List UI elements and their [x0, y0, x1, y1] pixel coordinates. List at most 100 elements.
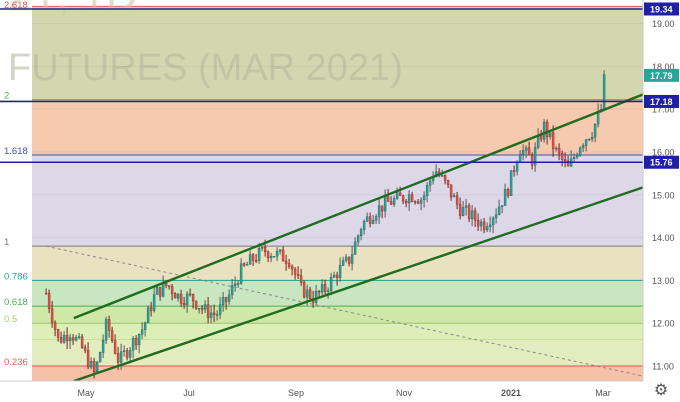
candle-body	[602, 74, 606, 110]
candle-body	[512, 170, 516, 172]
candle-body	[377, 205, 381, 217]
candle-body	[116, 353, 120, 363]
y-tick-label: 13.00	[652, 276, 675, 286]
candle-body	[119, 351, 123, 363]
candle-body	[548, 132, 552, 137]
candle-body	[443, 175, 447, 181]
candle-body	[254, 260, 258, 262]
candle-body	[98, 352, 102, 363]
candle-body	[551, 132, 555, 149]
candle-body	[239, 263, 243, 284]
candle-body	[545, 121, 549, 137]
candle-body	[413, 201, 417, 203]
y-tick-label: 19.00	[652, 19, 675, 29]
candle-body	[392, 198, 396, 205]
candle-body	[152, 294, 156, 311]
candle-body	[482, 221, 486, 231]
candle-body	[536, 135, 540, 148]
candle-body	[206, 304, 210, 318]
x-tick-label: Sep	[288, 388, 304, 398]
candle-body	[578, 147, 582, 156]
candle-body	[530, 154, 534, 166]
candle-body	[272, 256, 276, 258]
dashed-trendline	[45, 245, 666, 382]
candle-body	[299, 275, 303, 283]
fib-band-0-5	[32, 306, 643, 324]
candle-body	[476, 220, 480, 227]
candle-body	[527, 147, 531, 156]
candle-body	[83, 347, 87, 351]
candle-body	[269, 256, 273, 259]
candle-body	[407, 194, 411, 204]
y-tick-label: 14.00	[652, 233, 675, 243]
candle-body	[215, 314, 219, 316]
candle-body	[368, 216, 372, 224]
candle-body	[185, 293, 189, 306]
candle-body	[338, 265, 342, 279]
candle-body	[236, 283, 240, 285]
last-price-label: 17.79	[650, 71, 673, 81]
candle-body	[452, 195, 456, 198]
candle-body	[143, 322, 147, 330]
fib-band-0	[32, 366, 643, 381]
candle-body	[149, 307, 153, 311]
candle-body	[278, 249, 282, 252]
candle-body	[350, 254, 354, 264]
candle-body	[566, 160, 570, 167]
candle-body	[176, 293, 180, 299]
candle-body	[374, 216, 378, 221]
candle-body	[227, 294, 231, 302]
candle-body	[95, 361, 99, 373]
candle-body	[353, 241, 357, 255]
candle-body	[389, 201, 393, 205]
candle-body	[464, 205, 468, 208]
candle-body	[491, 217, 495, 226]
candle-body	[158, 286, 162, 297]
gear-icon[interactable]: ⚙	[653, 380, 669, 399]
price-tag-label: 17.18	[650, 97, 673, 107]
candle-body	[275, 250, 279, 257]
candle-body	[419, 199, 423, 204]
candle-body	[386, 196, 390, 202]
candles	[44, 70, 606, 379]
candle-body	[113, 340, 117, 354]
candle-body	[128, 350, 132, 358]
y-tick-label: 18.00	[652, 62, 675, 72]
candle-body	[191, 294, 195, 302]
candle-body	[494, 214, 498, 219]
candle-body	[56, 329, 60, 338]
candle-body	[581, 145, 585, 149]
candle-body	[134, 338, 138, 346]
watermark-line-2: FUTURES (MAR 2021)	[8, 47, 403, 89]
candle-body	[563, 159, 567, 162]
price-tag	[644, 94, 679, 108]
candle-body	[359, 229, 363, 236]
y-tick-label: 17.00	[652, 105, 675, 115]
candle-body	[593, 123, 597, 138]
candle-body	[110, 330, 114, 341]
candle-body	[221, 297, 225, 305]
candle-body	[74, 337, 78, 341]
candle-body	[314, 290, 318, 303]
candle-body	[446, 180, 450, 185]
candle-body	[293, 268, 297, 275]
candle-body	[308, 289, 312, 299]
price-axis	[643, 0, 680, 402]
candle-body	[458, 204, 462, 216]
fib-label: 1.618	[4, 146, 28, 157]
channel-lower-line	[73, 178, 666, 383]
candle-body	[80, 336, 84, 348]
fib-label: 2.618	[4, 0, 28, 11]
candle-body	[341, 260, 345, 266]
x-tick-label: May	[77, 388, 95, 398]
y-tick-label: 15.00	[652, 190, 675, 200]
candle-body	[203, 304, 207, 310]
candle-body	[365, 216, 369, 222]
fib-band-0-382	[32, 323, 643, 340]
candle-body	[248, 254, 252, 265]
candle-body	[305, 289, 309, 298]
candle-body	[410, 194, 414, 202]
x-tick-label: 2021	[501, 388, 521, 398]
